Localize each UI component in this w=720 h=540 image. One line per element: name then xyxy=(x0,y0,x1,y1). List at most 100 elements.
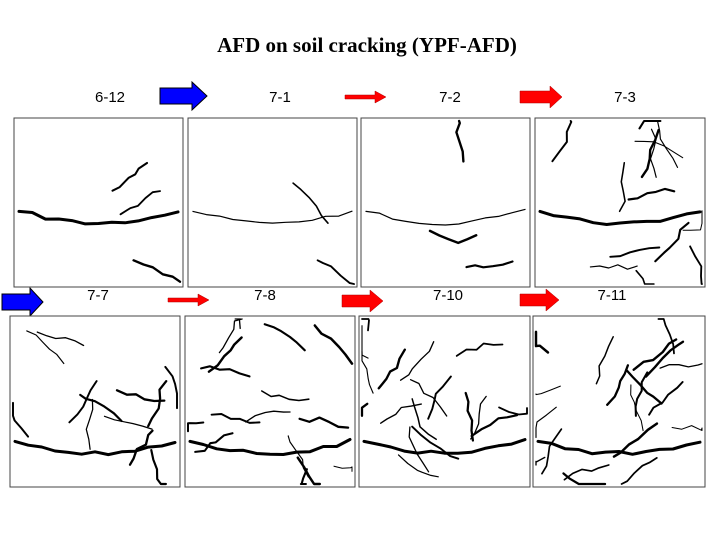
crack xyxy=(111,161,149,192)
panel-label: 7-10 xyxy=(433,287,463,304)
crack xyxy=(13,439,177,457)
crack xyxy=(671,425,703,432)
soil-image xyxy=(534,117,706,288)
crack xyxy=(654,221,690,263)
crack xyxy=(333,465,353,472)
crack xyxy=(411,398,437,441)
crack xyxy=(188,438,352,456)
crack xyxy=(263,323,306,352)
crack xyxy=(640,128,660,179)
crack xyxy=(595,336,614,385)
image-frame xyxy=(534,117,706,288)
crack xyxy=(470,414,519,438)
crack xyxy=(150,449,167,486)
crack xyxy=(210,413,261,424)
crack xyxy=(128,429,154,466)
image-frame xyxy=(532,315,706,488)
panel-label: 6-12 xyxy=(95,89,125,106)
crack xyxy=(68,380,98,424)
panel-label: 7-2 xyxy=(439,89,461,106)
crack xyxy=(656,120,679,168)
crack xyxy=(659,363,703,369)
crack xyxy=(562,472,607,486)
panel-label: 7-3 xyxy=(614,89,636,106)
crack xyxy=(563,464,610,481)
crack xyxy=(85,398,94,450)
arrow xyxy=(519,288,560,312)
crack xyxy=(192,210,353,224)
crack xyxy=(362,438,527,455)
crack xyxy=(207,336,243,373)
panel-label: 7-11 xyxy=(598,287,627,304)
crack xyxy=(625,368,663,405)
arrow xyxy=(159,80,208,112)
crack xyxy=(455,119,465,163)
crack xyxy=(299,468,308,486)
crack xyxy=(534,330,550,354)
soil-image xyxy=(9,315,181,488)
image-frame xyxy=(360,117,531,288)
crack xyxy=(399,341,435,381)
soil-image xyxy=(187,117,358,288)
crack xyxy=(427,375,452,420)
crack xyxy=(627,187,676,201)
soil-image xyxy=(532,315,706,488)
crack xyxy=(465,260,514,269)
crack xyxy=(630,384,644,432)
slide-title: AFD on soil cracking (YPF-AFD) xyxy=(217,33,517,57)
crack xyxy=(618,162,626,213)
crack xyxy=(377,348,406,390)
crack xyxy=(26,330,65,365)
crack xyxy=(620,457,658,485)
crack xyxy=(365,208,526,226)
crack xyxy=(115,389,166,403)
crack xyxy=(470,395,487,440)
crack xyxy=(245,410,291,423)
crack xyxy=(498,406,528,416)
crack xyxy=(538,209,702,226)
crack xyxy=(535,456,546,466)
crack xyxy=(296,456,322,486)
crack xyxy=(635,269,655,285)
arrow xyxy=(1,286,44,318)
panel-label: 7-1 xyxy=(269,89,291,106)
crack xyxy=(361,325,369,359)
arrow xyxy=(519,85,563,109)
image-frame xyxy=(184,315,356,488)
crack xyxy=(689,245,703,285)
crack xyxy=(200,365,251,378)
crack xyxy=(589,264,638,270)
crack xyxy=(17,209,180,226)
image-frame xyxy=(13,117,184,288)
crack xyxy=(657,318,675,355)
arrow xyxy=(344,90,387,104)
crack xyxy=(682,210,703,231)
crack xyxy=(261,390,310,402)
crack xyxy=(360,402,369,417)
soil-image xyxy=(358,315,531,488)
crack xyxy=(218,318,243,354)
crack xyxy=(541,428,563,475)
crack xyxy=(612,422,659,458)
crack xyxy=(648,381,684,416)
crack xyxy=(103,415,153,430)
arrow xyxy=(167,293,210,307)
crack xyxy=(397,454,439,478)
image-frame xyxy=(358,315,531,488)
panel-label: 7-8 xyxy=(254,287,276,304)
crack xyxy=(428,229,478,245)
crack xyxy=(638,119,662,130)
crack xyxy=(147,380,168,428)
crack xyxy=(79,393,123,423)
soil-image xyxy=(360,117,531,288)
crack xyxy=(234,318,242,330)
crack xyxy=(464,391,475,442)
arrow xyxy=(341,289,384,313)
crack xyxy=(606,364,630,406)
crack xyxy=(609,246,661,258)
crack xyxy=(535,406,557,439)
crack xyxy=(551,120,573,163)
crack xyxy=(536,439,702,456)
panel-label: 7-7 xyxy=(87,287,109,304)
